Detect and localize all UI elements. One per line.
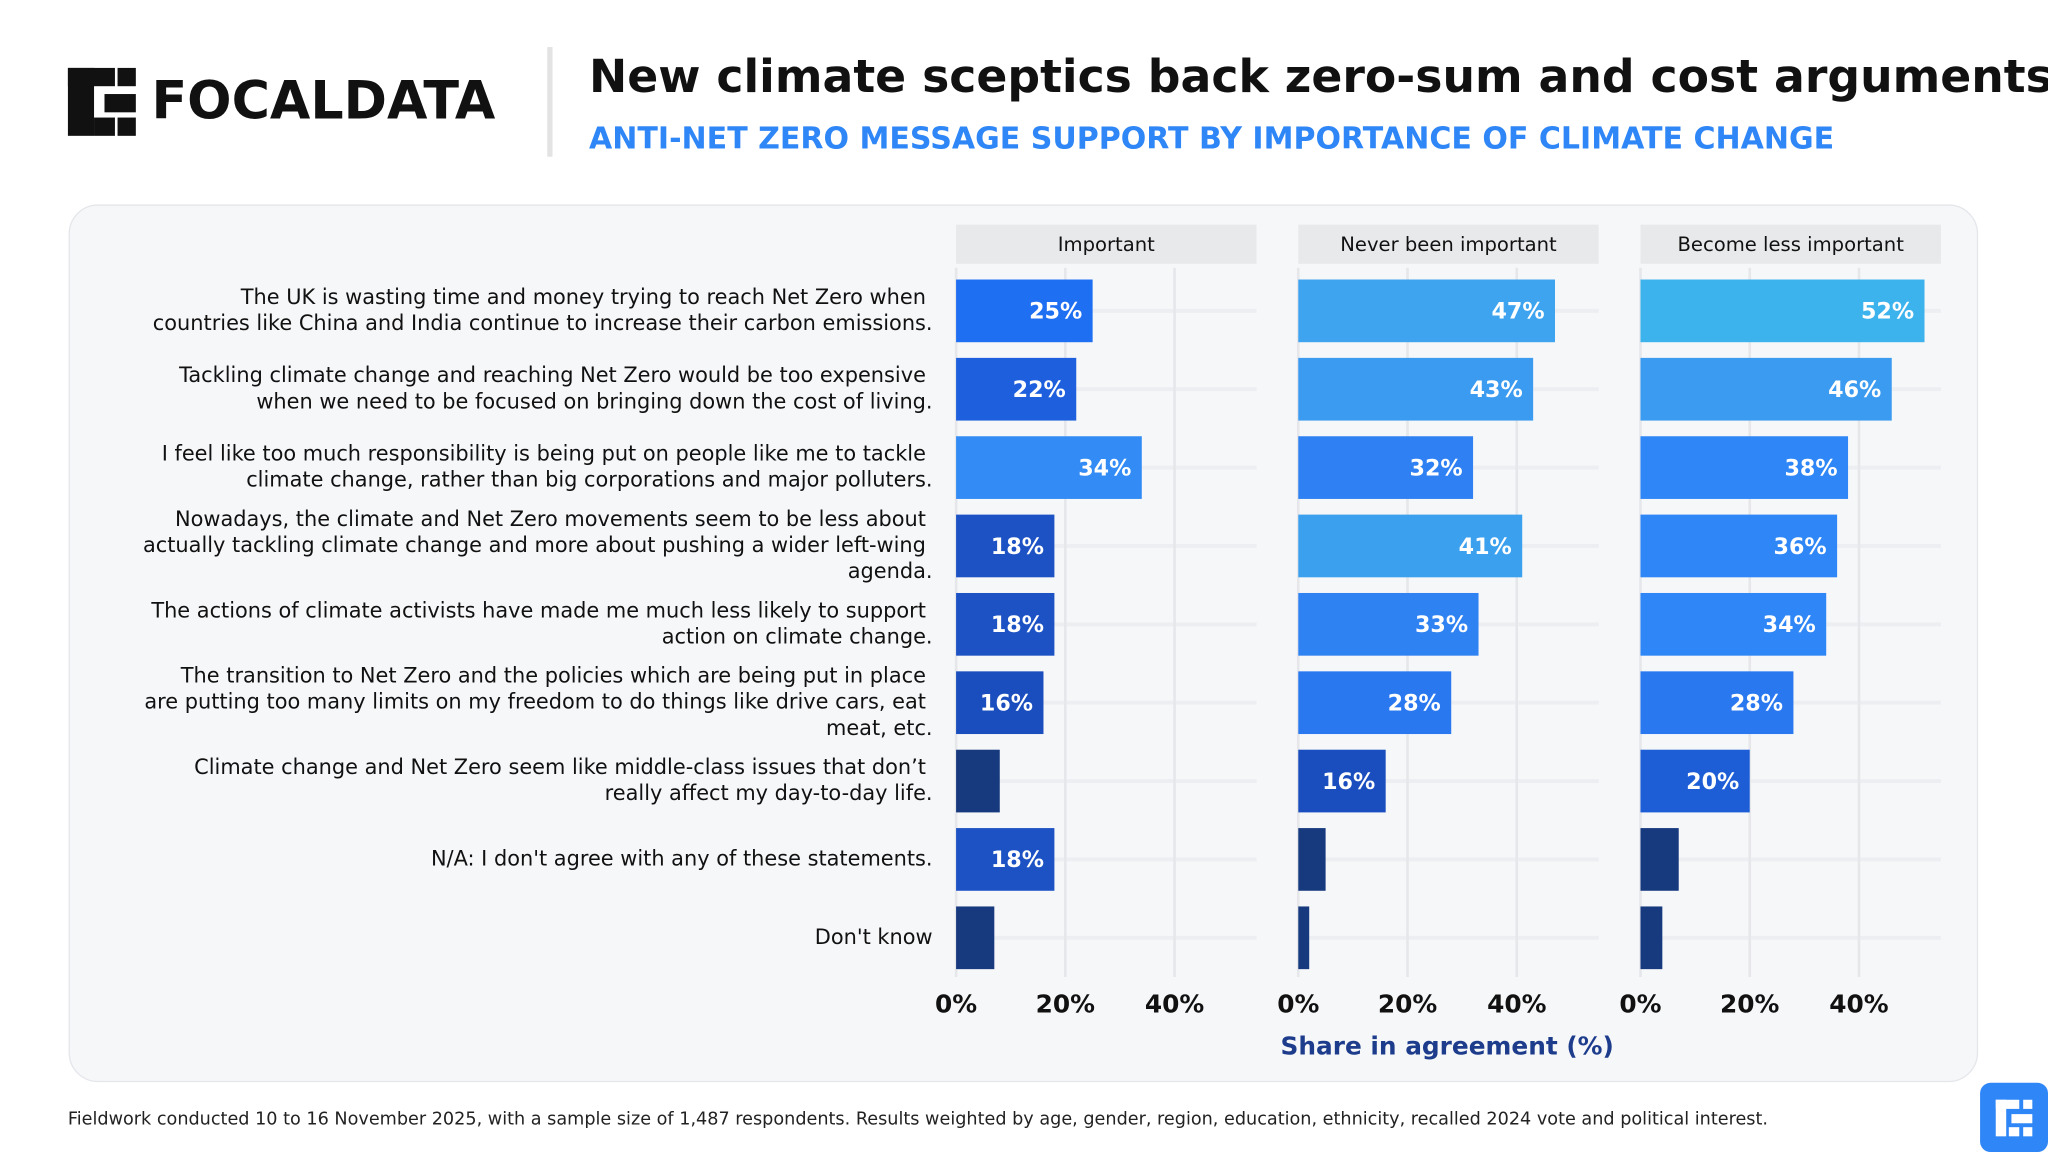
value-label: 18% [991,534,1044,560]
category-label: The UK is wasting time and money trying … [153,285,933,335]
value-label: 32% [1410,455,1463,481]
bar [956,514,1055,578]
value-label: 46% [1828,377,1881,403]
category-label: The actions of climate activists have ma… [150,598,932,648]
value-label: 16% [980,691,1033,717]
panel-title: Important [1058,233,1155,256]
bar [956,279,1093,343]
footnote: Fieldwork conducted 10 to 16 November 20… [68,1109,1768,1129]
value-label: 34% [1763,612,1816,638]
logo-text: FOCALDATA [152,71,496,131]
value-label: 25% [1029,299,1082,325]
panel-header [1298,224,1599,264]
category-label: Climate change and Net Zero seem like mi… [194,755,932,805]
value-label: 41% [1459,534,1512,560]
category-label: Tackling climate change and reaching Net… [178,363,932,413]
bar [956,592,1055,656]
bar [1298,357,1534,421]
bar [956,906,995,970]
logo-icon [67,67,136,136]
bar [956,749,1000,813]
value-label: 28% [1730,691,1783,717]
panel-header [1640,224,1941,264]
bar [1640,828,1679,891]
bar [1640,906,1663,970]
subtitle: ANTI-NET ZERO MESSAGE SUPPORT BY IMPORTA… [589,121,1834,156]
value-label: 38% [1784,455,1837,481]
bar [1298,514,1523,578]
panel-header [956,224,1257,264]
bar [1640,357,1892,421]
category-label: Nowadays, the climate and Net Zero movem… [143,507,933,583]
category-label: I feel like too much responsibility is b… [162,442,933,492]
bar [956,671,1044,735]
divider [547,47,553,157]
value-label: 34% [1078,455,1131,481]
value-label: 28% [1388,691,1441,717]
x-tick-label: 40% [1829,990,1889,1019]
bar [1298,749,1386,813]
corner-logo [1980,1082,2048,1152]
x-tick-label: 40% [1145,990,1205,1019]
value-label: 18% [991,847,1044,873]
bar [1298,279,1555,343]
category-label: The transition to Net Zero and the polic… [144,664,932,740]
bar [1298,671,1452,735]
x-tick-label: 20% [1378,990,1438,1019]
x-tick-label: 0% [1277,990,1319,1019]
x-tick-label: 20% [1720,990,1780,1019]
value-label: 20% [1686,769,1739,795]
bar [956,436,1142,499]
bar [1640,279,1925,343]
value-label: 36% [1774,534,1827,560]
x-axis-label: Share in agreement (%) [1280,1032,1613,1061]
panel-title: Become less important [1677,233,1904,256]
value-label: 43% [1470,377,1523,403]
x-tick-label: 0% [1619,990,1661,1019]
bar [1298,828,1326,891]
value-label: 22% [1013,377,1066,403]
value-label: 16% [1322,769,1375,795]
x-tick-label: 20% [1036,990,1096,1019]
value-label: 47% [1491,299,1544,325]
bar [1298,592,1479,656]
bar [1640,514,1838,578]
bar [1298,436,1474,499]
x-tick-label: 0% [935,990,977,1019]
panel-title: Never been important [1340,233,1557,256]
bar [1298,906,1310,970]
bar [1640,749,1750,813]
category-label: N/A: I don't agree with any of these sta… [431,846,933,870]
value-label: 33% [1415,612,1468,638]
bar [956,357,1077,421]
bar [1640,671,1794,735]
value-label: 52% [1861,299,1914,325]
bar [956,828,1055,891]
title: New climate sceptics back zero-sum and c… [589,50,2048,103]
bar [1640,592,1827,656]
bar [1640,436,1849,499]
category-label: Don't know [815,925,933,949]
x-tick-label: 40% [1487,990,1547,1019]
value-label: 18% [991,612,1044,638]
